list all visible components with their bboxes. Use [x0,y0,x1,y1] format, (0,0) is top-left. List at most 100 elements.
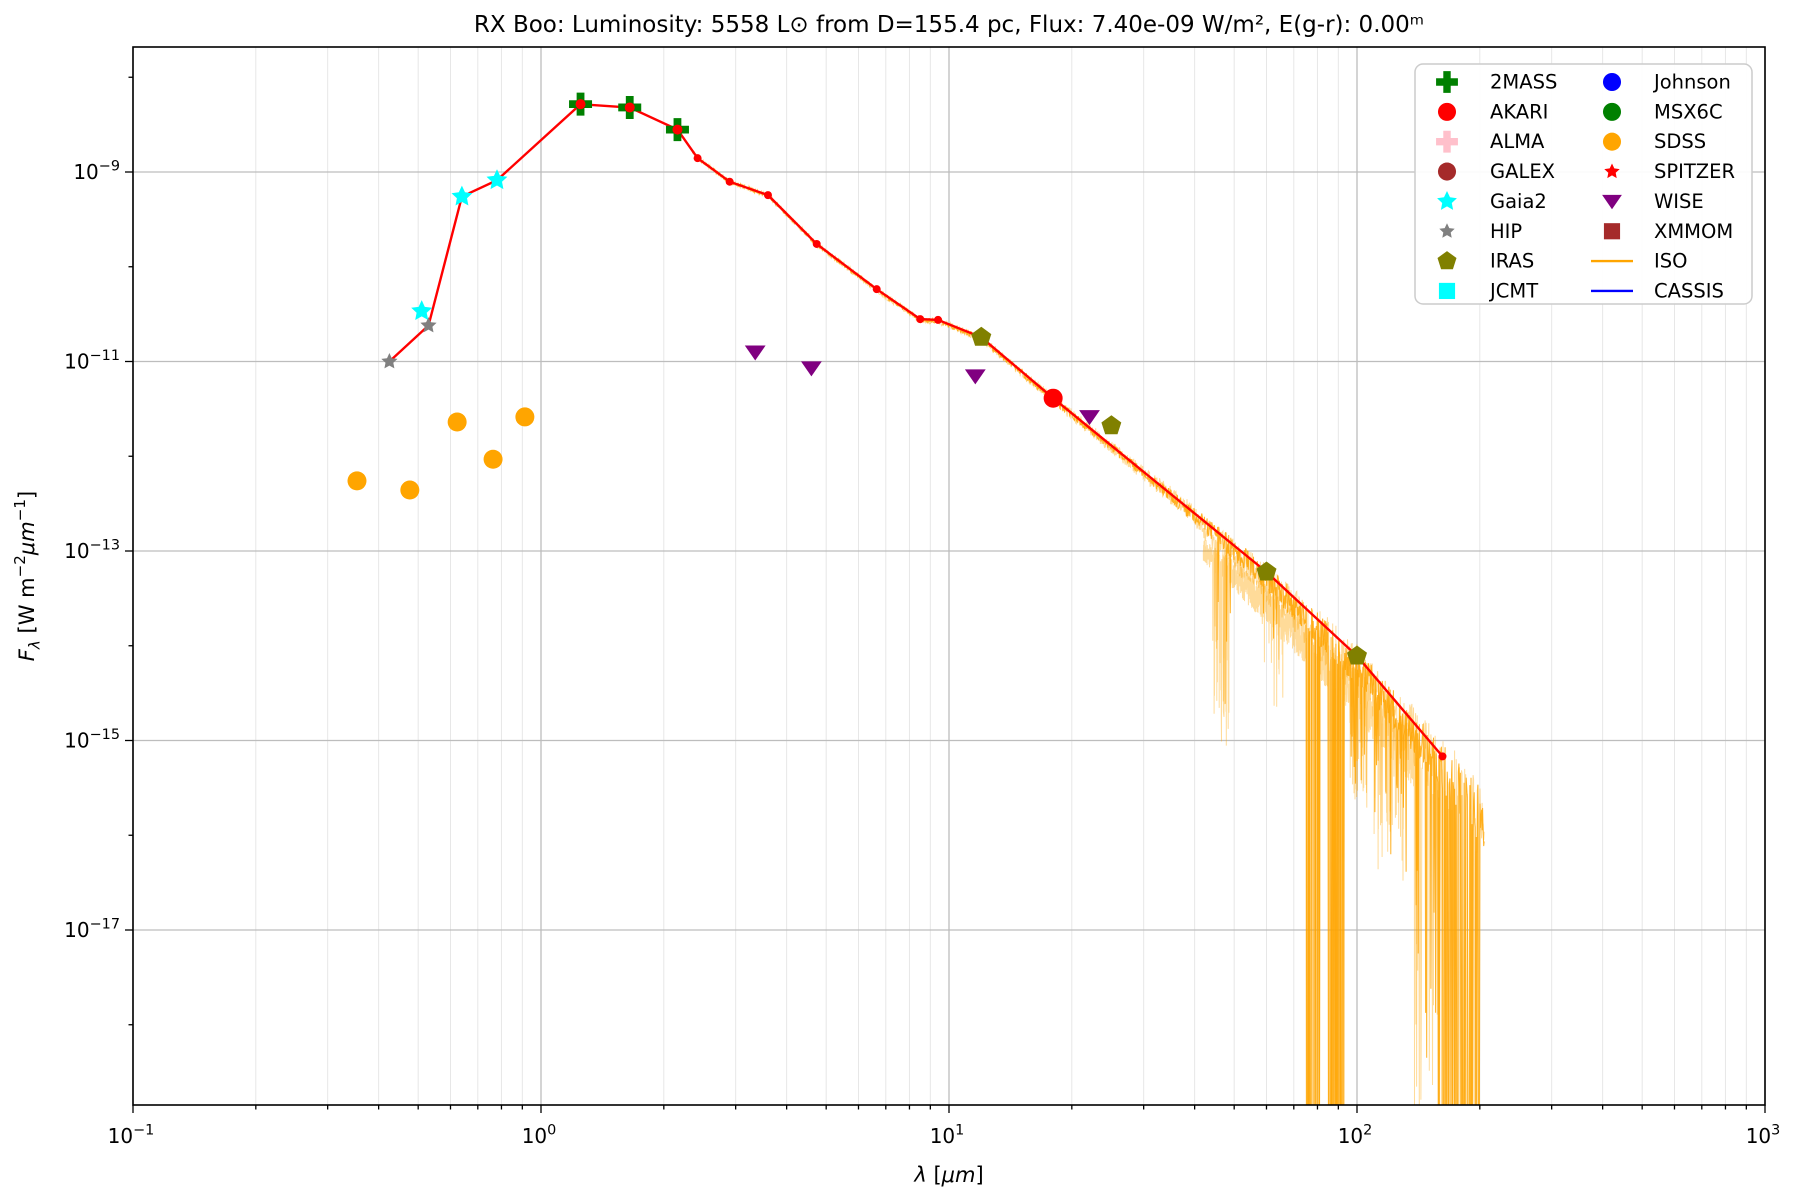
y-axis-label: Fλ [W m−2μm−1] [11,491,43,661]
legend-label: ALMA [1490,130,1545,153]
legend-label: MSX6C [1654,100,1723,123]
marker-star [486,169,508,190]
marker-pentagon [1347,645,1367,665]
model-vertex-dot [763,191,772,200]
marker-pentagon [1101,415,1122,435]
series-SDSS [347,407,535,500]
legend-box [1414,63,1753,305]
iso-spectrum [691,150,1485,1105]
marker-circle [515,407,535,427]
tick-label: 10−1 [108,1123,155,1148]
marker-circle [1043,388,1063,408]
model-vertex-dot [872,285,881,294]
marker-circle [1602,72,1622,92]
legend-item-SPITZER: SPITZER [1604,160,1735,183]
legend-item-ALMA: ALMA [1436,130,1545,153]
marker-star [1437,191,1457,210]
legend-label: CASSIS [1654,279,1724,302]
legend-item-SDSS: SDSS [1602,130,1706,153]
legend-item-AKARI: AKARI [1437,100,1548,123]
marker-triangle-down [964,369,986,385]
legend-item-JCMT: JCMT [1438,279,1538,302]
model-vertex-dot [812,239,821,248]
legend-label: WISE [1654,190,1704,213]
series-2MASS [569,92,689,142]
tick-label: 103 [1746,1123,1781,1148]
tick-label: 10−11 [64,348,120,373]
legend-item-Gaia2: Gaia2 [1437,190,1547,213]
marker-circle [1602,102,1622,121]
model-vertex-dot [934,315,943,324]
legend-label: ISO [1654,250,1687,273]
marker-triangle-down [744,345,766,361]
model-vertex-dot [916,315,925,324]
tick-label: 101 [930,1123,965,1148]
marker-circle [400,480,420,500]
marker-star [411,300,433,320]
iso-trace [1202,540,1418,1105]
legend-label: Johnson [1652,71,1731,94]
legend-label: IRAS [1490,250,1534,273]
marker-star-small [1439,223,1455,238]
marker-triangle-down [1602,194,1622,210]
legend-label: JCMT [1488,279,1538,302]
marker-pentagon [1437,251,1457,270]
series-IRAS [971,326,1367,665]
tick-label: 10−15 [64,727,120,752]
legend-item-IRAS: IRAS [1437,250,1534,273]
marker-square [1603,223,1621,240]
tick-label: 100 [522,1123,557,1148]
marker-square [1438,282,1456,300]
model-vertex-dot [1438,752,1447,761]
iso-trace [691,150,1485,1105]
series-Gaia2 [411,169,508,320]
legend-label: SPITZER [1654,160,1735,183]
marker-star-small [381,353,398,369]
marker-star-small [1604,163,1620,179]
model-vertex-dot [725,177,734,186]
legend-label: SDSS [1654,130,1706,153]
model-vertex-dot [575,99,586,110]
marker-star [451,185,473,206]
marker-pentagon [1256,561,1277,581]
marker-pentagon [971,326,992,346]
legend-item-2MASS: 2MASS [1436,71,1557,94]
marker-triangle-down [801,361,822,377]
legend-item-ISO: ISO [1591,250,1687,273]
marker-circle [1437,102,1457,121]
grid-minor [255,47,1747,1105]
legend-item-MSX6C: MSX6C [1602,100,1723,123]
tick-label: 102 [1338,1123,1373,1148]
model-line [385,100,1447,761]
legend-label: AKARI [1490,100,1548,123]
marker-circle [347,471,367,491]
marker-circle [1437,162,1457,181]
marker-star-small [420,317,437,333]
legend-label: HIP [1490,220,1522,243]
legend-item-Johnson: Johnson [1602,71,1731,94]
marker-plus [1436,71,1458,93]
legend-item-WISE: WISE [1602,190,1704,213]
series-HIP [381,317,437,369]
x-axis-label: λ [μm] [913,1163,983,1187]
legend-item-HIP: HIP [1439,220,1522,243]
legend-item-GALEX: GALEX [1437,160,1555,183]
series-AKARI [1043,388,1063,408]
legend: 2MASS AKARI ALMA GALEX Gaia2 HIP IRAS JCMT Johns… [1414,63,1753,305]
tick-label: 10−9 [73,159,120,184]
legend-label: Gaia2 [1490,190,1547,213]
axis-ticks [125,76,1766,1113]
legend-label: GALEX [1490,160,1555,183]
marker-circle [483,449,503,469]
legend-label: XMMOM [1654,220,1733,243]
marker-circle [447,412,467,432]
legend-label: 2MASS [1490,71,1557,94]
marker-plus [1436,130,1458,153]
series-WISE [744,345,1100,426]
tick-label: 10−13 [64,538,120,563]
model-line-path [388,102,1444,758]
model-vertex-dot [672,124,683,135]
legend-item-XMMOM: XMMOM [1603,220,1733,243]
